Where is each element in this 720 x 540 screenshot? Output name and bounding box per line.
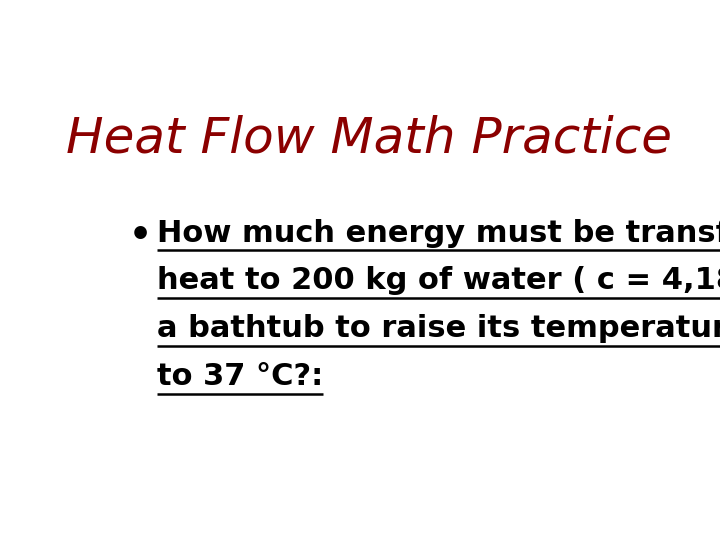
Text: a bathtub to raise its temperature from 25 °C: a bathtub to raise its temperature from … (157, 314, 720, 343)
Text: heat to 200 kg of water ( c = 4,186 J/kg/K ) in: heat to 200 kg of water ( c = 4,186 J/kg… (157, 266, 720, 295)
Text: •: • (129, 219, 152, 253)
Text: Heat Flow Math Practice: Heat Flow Math Practice (66, 114, 672, 163)
Text: How much energy must be transferred as: How much energy must be transferred as (157, 219, 720, 248)
Text: to 37 °C?:: to 37 °C?: (157, 362, 323, 391)
